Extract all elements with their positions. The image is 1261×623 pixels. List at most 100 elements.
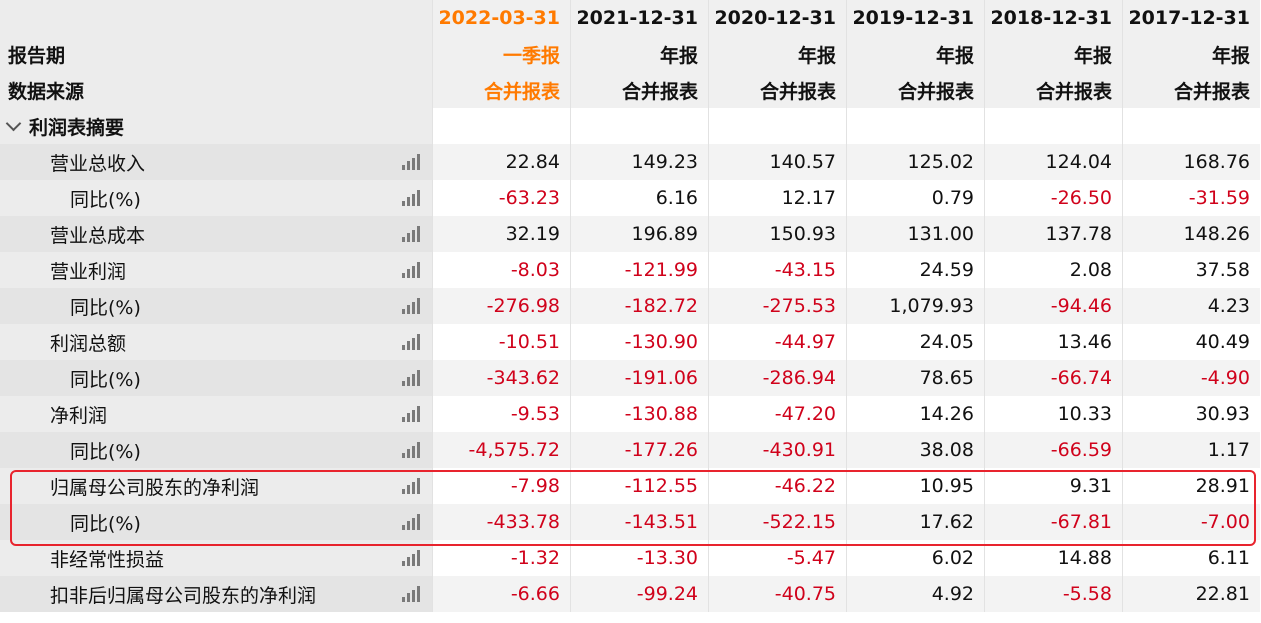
- value-cell: -130.90: [570, 324, 708, 360]
- table-row: 归属母公司股东的净利润 -7.98 -112.55 -46.22 10.95 9.31 28…: [0, 468, 1261, 504]
- row-label: 营业总收入: [50, 152, 146, 175]
- table-row: 营业总收入 22.84 149.23 140.57 125.02 124.04 168.76: [0, 144, 1261, 180]
- value-cell: 196.89: [570, 216, 708, 252]
- row-label: 同比(%): [70, 296, 141, 319]
- value-cell: 6.02: [846, 540, 984, 576]
- value-cell: -177.26: [570, 432, 708, 468]
- header-date: 2019-12-31: [846, 0, 984, 36]
- bar-chart-icon[interactable]: [402, 298, 420, 314]
- row-label: 非经常性损益: [50, 548, 165, 571]
- value-cell: -31.59: [1122, 180, 1260, 216]
- value-cell: -5.58: [984, 576, 1122, 612]
- value-cell: 140.57: [708, 144, 846, 180]
- row-label: 营业利润: [50, 260, 127, 283]
- section-cell: [846, 108, 984, 144]
- value-cell: 6.11: [1122, 540, 1260, 576]
- value-cell: 9.31: [984, 468, 1122, 504]
- bar-chart-icon[interactable]: [402, 226, 420, 242]
- header-source: 合并报表: [846, 72, 984, 108]
- value-cell: 28.91: [1122, 468, 1260, 504]
- header-row-dates: 2022-03-31 2021-12-31 2020-12-31 2019-12-31…: [0, 0, 1261, 36]
- value-cell: -6.66: [432, 576, 570, 612]
- value-cell: 14.26: [846, 396, 984, 432]
- table-row: 同比(%) -276.98 -182.72 -275.53 1,079.93 -94.46…: [0, 288, 1261, 324]
- value-cell: 6.16: [570, 180, 708, 216]
- table-row: 营业总成本 32.19 196.89 150.93 131.00 137.78 148.26: [0, 216, 1261, 252]
- value-cell: 131.00: [846, 216, 984, 252]
- header-source: 合并报表: [570, 72, 708, 108]
- row-label: 归属母公司股东的净利润: [50, 476, 260, 499]
- value-cell: 124.04: [984, 144, 1122, 180]
- header-period: 年报: [570, 36, 708, 72]
- value-cell: 14.88: [984, 540, 1122, 576]
- value-cell: 168.76: [1122, 144, 1260, 180]
- chevron-down-icon[interactable]: [5, 115, 22, 131]
- header-date: 2017-12-31: [1122, 0, 1260, 36]
- row-label: 扣非后归属母公司股东的净利润: [50, 584, 317, 607]
- bar-chart-icon[interactable]: [402, 334, 420, 350]
- value-cell: 12.17: [708, 180, 846, 216]
- value-cell: 38.08: [846, 432, 984, 468]
- header-source: 合并报表: [984, 72, 1122, 108]
- table-row: 扣非后归属母公司股东的净利润 -6.66 -99.24 -40.75 4.92 -5.58…: [0, 576, 1261, 612]
- value-cell: 10.95: [846, 468, 984, 504]
- header-source: 合并报表: [708, 72, 846, 108]
- header-source: 合并报表: [1122, 72, 1260, 108]
- value-cell: -10.51: [432, 324, 570, 360]
- value-cell: -63.23: [432, 180, 570, 216]
- value-cell: -8.03: [432, 252, 570, 288]
- value-cell: 125.02: [846, 144, 984, 180]
- value-cell: 149.23: [570, 144, 708, 180]
- value-cell: -13.30: [570, 540, 708, 576]
- value-cell: 24.59: [846, 252, 984, 288]
- bar-chart-icon[interactable]: [402, 550, 420, 566]
- header-source: 合并报表: [432, 72, 570, 108]
- value-cell: -112.55: [570, 468, 708, 504]
- section-cell: [570, 108, 708, 144]
- value-cell: 1.17: [1122, 432, 1260, 468]
- value-cell: -7.00: [1122, 504, 1260, 540]
- bar-chart-icon[interactable]: [402, 190, 420, 206]
- value-cell: -66.74: [984, 360, 1122, 396]
- value-cell: -94.46: [984, 288, 1122, 324]
- value-cell: 0.79: [846, 180, 984, 216]
- bar-chart-icon[interactable]: [402, 586, 420, 602]
- value-cell: 4.92: [846, 576, 984, 612]
- section-cell: [984, 108, 1122, 144]
- value-cell: 1,079.93: [846, 288, 984, 324]
- section-row[interactable]: 利润表摘要: [0, 108, 1261, 144]
- row-label: 净利润: [50, 404, 108, 427]
- header-period: 年报: [984, 36, 1122, 72]
- section-cell: [708, 108, 846, 144]
- bar-chart-icon[interactable]: [402, 370, 420, 386]
- value-cell: -430.91: [708, 432, 846, 468]
- value-cell: -143.51: [570, 504, 708, 540]
- row-label: 同比(%): [70, 512, 141, 535]
- bar-chart-icon[interactable]: [402, 262, 420, 278]
- value-cell: -191.06: [570, 360, 708, 396]
- row-label: 同比(%): [70, 440, 141, 463]
- value-cell: -43.15: [708, 252, 846, 288]
- value-cell: -522.15: [708, 504, 846, 540]
- section-cell: [432, 108, 570, 144]
- table-row: 同比(%) -433.78 -143.51 -522.15 17.62 -67.81 -7.…: [0, 504, 1261, 540]
- value-cell: -4,575.72: [432, 432, 570, 468]
- bar-chart-icon[interactable]: [402, 442, 420, 458]
- value-cell: 40.49: [1122, 324, 1260, 360]
- header-date: 2018-12-31: [984, 0, 1122, 36]
- value-cell: -7.98: [432, 468, 570, 504]
- value-cell: -275.53: [708, 288, 846, 324]
- value-cell: -343.62: [432, 360, 570, 396]
- value-cell: -5.47: [708, 540, 846, 576]
- value-cell: 150.93: [708, 216, 846, 252]
- bar-chart-icon[interactable]: [402, 478, 420, 494]
- table-row: 营业利润 -8.03 -121.99 -43.15 24.59 2.08 37.58: [0, 252, 1261, 288]
- table-row: 同比(%) -343.62 -191.06 -286.94 78.65 -66.74 -4.…: [0, 360, 1261, 396]
- bar-chart-icon[interactable]: [402, 154, 420, 170]
- value-cell: -9.53: [432, 396, 570, 432]
- value-cell: 37.58: [1122, 252, 1260, 288]
- bar-chart-icon[interactable]: [402, 406, 420, 422]
- value-cell: -4.90: [1122, 360, 1260, 396]
- bar-chart-icon[interactable]: [402, 514, 420, 530]
